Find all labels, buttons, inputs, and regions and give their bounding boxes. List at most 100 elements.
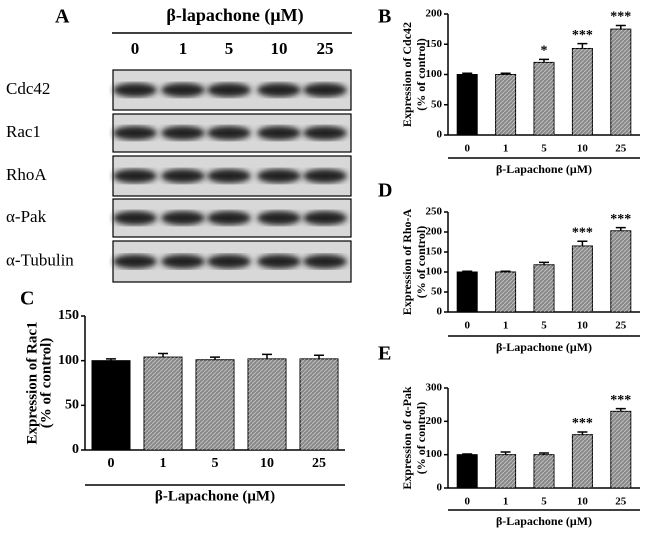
panel-letter: B: [378, 6, 391, 28]
bar-hatch: [534, 264, 554, 312]
significance: *: [541, 44, 548, 59]
x-tick-label: 5: [212, 456, 219, 471]
bar-hatch: [495, 272, 516, 312]
blot-band: [113, 254, 157, 269]
x-tick-label: 5: [541, 496, 547, 508]
bar-hatch: [534, 62, 554, 135]
x-tick-label: 5: [541, 143, 547, 155]
significance: ***: [610, 212, 631, 227]
x-tick-label: 1: [160, 456, 167, 471]
bar-hatch: [300, 358, 338, 450]
error-bar: [500, 270, 511, 272]
row-label: RhoA: [6, 165, 47, 184]
x-tick-label: 0: [464, 320, 470, 332]
blot-band: [161, 211, 205, 225]
significance: ***: [572, 416, 593, 431]
y-axis-title: Expression of Rac1: [24, 321, 40, 444]
bar: [456, 454, 478, 489]
x-tick-label: 1: [503, 496, 509, 508]
y-axis-title: (% of control): [38, 338, 54, 429]
y-tick-label: 300: [426, 382, 443, 394]
blot-band: [161, 126, 205, 140]
x-tick-label: 1: [503, 143, 509, 155]
bar-hatch: [248, 358, 286, 450]
y-tick-label: 100: [426, 448, 443, 460]
error-bar: [577, 431, 588, 435]
bar-hatch: [144, 357, 182, 450]
x-tick-label: 5: [541, 320, 547, 332]
bar-hatch: [610, 411, 631, 488]
bar-hatch: [610, 29, 631, 135]
error-bar: [539, 58, 549, 63]
lane-label: 10: [271, 39, 288, 58]
y-tick-label: 100: [426, 68, 443, 80]
bar: [456, 271, 478, 313]
x-tick-label: 25: [615, 143, 627, 155]
error-bar: [615, 24, 626, 30]
y-axis-title: (% of control): [414, 226, 428, 298]
y-tick-label: 0: [437, 482, 443, 494]
row-label: Cdc42: [6, 79, 50, 98]
significance: ***: [610, 393, 631, 408]
blot-band: [207, 254, 251, 269]
panel-letter: A: [55, 6, 70, 28]
blot-band: [257, 126, 301, 140]
y-tick-label: 100: [426, 266, 443, 278]
y-tick-label: 200: [426, 415, 443, 427]
x-axis-title: β-Lapachone (μM): [496, 514, 592, 528]
row-label: α-Tubulin: [6, 250, 74, 269]
row-label: Rac1: [6, 122, 41, 141]
blot-band: [113, 211, 157, 225]
blot-band: [113, 83, 157, 97]
lane-label: 25: [317, 39, 334, 58]
significance: ***: [572, 28, 593, 43]
error-bar: [500, 451, 511, 455]
error-bar: [577, 42, 588, 49]
error-bar: [539, 452, 549, 455]
panel-letter: E: [378, 343, 391, 365]
y-tick-label: 50: [431, 286, 443, 298]
error-bar: [462, 453, 473, 455]
blot-band: [303, 211, 347, 225]
lane-label: 5: [225, 39, 234, 58]
x-axis-title: β-Lapachone (μM): [496, 340, 592, 354]
y-tick-label: 50: [65, 398, 79, 413]
blot-band: [113, 169, 157, 183]
row-label: α-Pak: [6, 207, 47, 226]
blot-band: [207, 126, 251, 140]
x-axis-title: β-Lapachone (μM): [496, 162, 592, 176]
blot-band: [161, 169, 205, 183]
blot-band: [257, 169, 301, 183]
error-bar: [210, 356, 220, 360]
y-tick-label: 200: [426, 8, 443, 20]
y-tick-label: 250: [426, 206, 443, 218]
blot-band: [161, 254, 205, 269]
error-bar: [577, 240, 588, 246]
y-axis-title: (% of control): [414, 402, 428, 474]
x-tick-label: 25: [615, 320, 627, 332]
lane-label: 1: [179, 39, 188, 58]
y-tick-label: 200: [426, 226, 443, 238]
blot-band: [207, 83, 251, 97]
y-tick-label: 100: [58, 353, 79, 368]
y-tick-label: 150: [426, 246, 443, 258]
y-tick-label: 0: [437, 306, 443, 318]
y-tick-label: 0: [437, 129, 443, 141]
bar-hatch: [572, 246, 593, 312]
bar-hatch: [534, 454, 554, 488]
y-tick-label: 0: [72, 442, 79, 457]
bar-hatch: [495, 454, 516, 488]
blot-header: β-lapachone (μM): [166, 5, 303, 26]
y-axis-title: Expression of Rho-A: [400, 208, 414, 315]
error-bar: [314, 354, 324, 359]
error-bar: [615, 407, 626, 412]
y-axis-title: (% of control): [414, 38, 428, 110]
bar: [456, 74, 478, 136]
blot-band: [161, 83, 205, 97]
x-tick-label: 25: [615, 496, 627, 508]
bar-hatch: [572, 434, 593, 488]
bar: [91, 360, 131, 451]
y-axis-title: Expression of Cdc42: [400, 22, 414, 127]
bar-hatch: [495, 74, 516, 135]
x-tick-label: 1: [503, 320, 509, 332]
